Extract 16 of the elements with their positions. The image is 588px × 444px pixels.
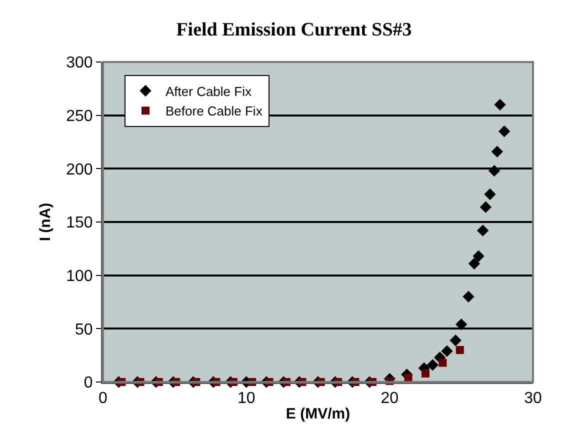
legend-label: Before Cable Fix [166,104,263,119]
y-tick-label: 200 [66,161,93,178]
x-tick-label: 20 [380,390,399,408]
x-tick-label: 0 [98,390,108,408]
y-tick-label: 150 [66,214,93,232]
x-tick-label: 10 [237,390,256,408]
legend-label: After Cable Fix [166,84,252,99]
y-tick-label: 0 [84,374,93,392]
y-tick-label: 100 [66,268,93,285]
x-tick-label: 30 [524,390,542,408]
x-axis-title: E (MV/m) [286,406,350,423]
y-tick-label: 50 [75,321,93,338]
y-tick-label: 250 [66,108,93,125]
y-axis-title: I (nA) [36,202,54,242]
chart-title: Field Emission Current SS#3 [176,20,412,40]
y-tick-label: 300 [66,54,93,72]
